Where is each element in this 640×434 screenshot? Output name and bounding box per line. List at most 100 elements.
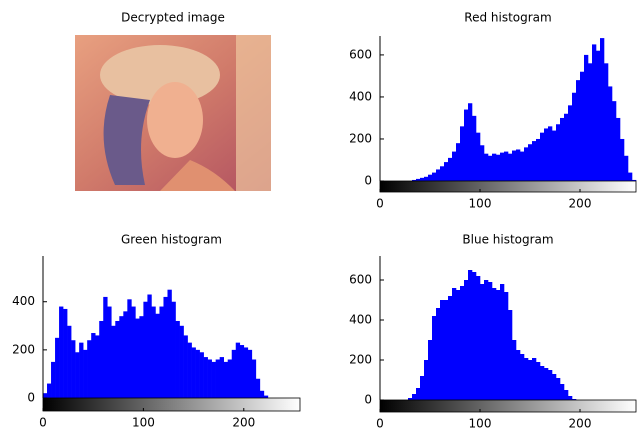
- bar: [47, 383, 52, 398]
- bar: [564, 390, 569, 400]
- y-tick-label: 400: [349, 89, 372, 103]
- bar: [432, 172, 437, 181]
- chart-title: Blue histogram: [462, 233, 553, 247]
- bar: [608, 86, 613, 181]
- bar: [568, 396, 573, 400]
- bar: [560, 117, 565, 181]
- bar: [75, 352, 80, 398]
- bar: [79, 342, 84, 398]
- bar: [464, 109, 469, 181]
- colorbar: [42, 397, 301, 412]
- bar: [428, 340, 433, 400]
- y-tick-label: 0: [364, 393, 372, 407]
- bar: [412, 179, 417, 181]
- bar: [628, 172, 633, 181]
- bar: [416, 178, 421, 181]
- bar: [512, 340, 517, 400]
- bar: [223, 361, 229, 398]
- bar: [203, 357, 208, 398]
- bar: [560, 384, 565, 400]
- bar: [448, 296, 453, 400]
- bar: [604, 63, 609, 181]
- bar: [496, 154, 501, 181]
- bar: [59, 306, 64, 398]
- bar: [472, 272, 477, 400]
- bar: [243, 347, 249, 398]
- bar: [496, 290, 501, 400]
- bar: [612, 101, 617, 181]
- bar: [448, 157, 453, 181]
- bar: [508, 153, 513, 181]
- bar: [115, 320, 120, 398]
- bar: [552, 130, 557, 181]
- y-tick-label: 600: [349, 47, 372, 61]
- x-tick-label: 200: [569, 197, 592, 211]
- bar: [187, 342, 192, 398]
- bar: [592, 44, 597, 182]
- bar: [119, 316, 124, 398]
- bar: [107, 306, 112, 398]
- bar: [63, 308, 68, 398]
- bar: [476, 276, 481, 400]
- bar: [504, 151, 509, 181]
- bar: [584, 54, 589, 182]
- bar: [600, 38, 605, 182]
- bar: [624, 155, 629, 181]
- bar: [51, 361, 56, 398]
- bar: [552, 374, 557, 400]
- bar: [179, 325, 184, 398]
- bar: [460, 286, 465, 400]
- bar: [520, 354, 525, 400]
- x-tick-label: 0: [376, 417, 384, 431]
- bar: [444, 162, 449, 181]
- bar: [484, 280, 489, 400]
- bar: [480, 284, 485, 400]
- x-tick-label: 100: [469, 417, 492, 431]
- bar: [147, 294, 152, 398]
- bar: [123, 311, 128, 398]
- image-detail: [236, 35, 271, 191]
- bar: [528, 360, 533, 400]
- bar: [556, 124, 561, 181]
- bar: [420, 376, 425, 400]
- bar: [251, 359, 257, 398]
- bar: [548, 126, 553, 181]
- bar: [616, 117, 621, 181]
- x-tick-label: 0: [39, 416, 47, 430]
- bar: [476, 132, 481, 181]
- bar: [632, 179, 637, 181]
- bar: [227, 359, 233, 398]
- bar: [247, 349, 253, 398]
- bar: [159, 306, 164, 398]
- bar: [167, 289, 172, 398]
- bar: [544, 128, 549, 181]
- bar: [103, 296, 108, 398]
- bar: [512, 150, 517, 181]
- bar: [155, 313, 160, 398]
- bar: [83, 349, 88, 398]
- x-tick-label: 100: [132, 416, 155, 430]
- bar: [520, 151, 525, 181]
- bar: [436, 169, 441, 181]
- bar: [191, 347, 196, 398]
- bar: [524, 358, 529, 400]
- bar: [564, 113, 569, 181]
- y-tick-label: 0: [364, 174, 372, 188]
- bar: [219, 357, 225, 398]
- bar: [468, 103, 473, 181]
- bar: [416, 388, 421, 400]
- bar: [183, 335, 188, 398]
- bar: [500, 284, 505, 400]
- bar: [572, 399, 577, 400]
- bar: [488, 282, 493, 400]
- bar: [480, 145, 485, 181]
- bar: [596, 50, 601, 181]
- bar: [536, 138, 541, 181]
- bar: [548, 370, 553, 400]
- bar: [504, 292, 509, 400]
- bar: [492, 153, 497, 181]
- bar: [532, 358, 537, 400]
- y-tick-label: 200: [12, 342, 35, 356]
- chart-title: Green histogram: [121, 233, 222, 247]
